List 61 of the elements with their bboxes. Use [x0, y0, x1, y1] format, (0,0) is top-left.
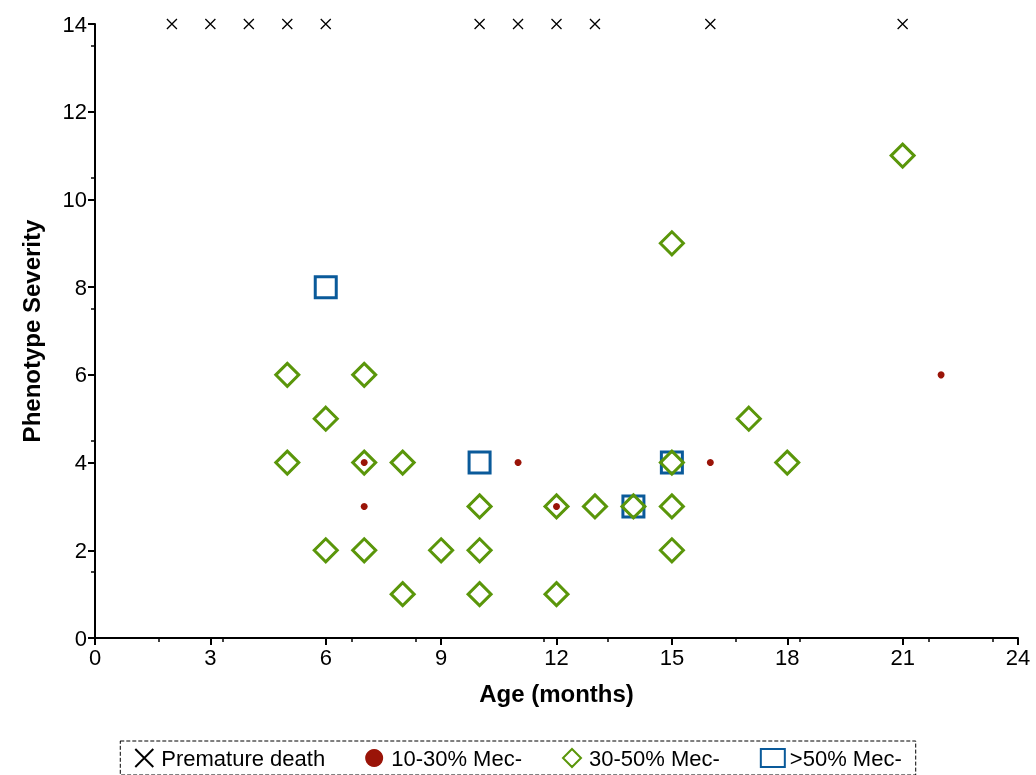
y-tick-label: 12 [62, 99, 87, 125]
x-tick-label: 18 [775, 644, 800, 670]
point [313, 275, 338, 300]
x-tick-label: 9 [435, 644, 448, 670]
point [428, 537, 455, 564]
y-tick-label: 2 [74, 537, 87, 563]
x-tick-label: 12 [544, 644, 569, 670]
point [204, 18, 217, 30]
y-tick-label: 6 [74, 362, 87, 388]
point [351, 537, 378, 564]
point [473, 18, 486, 30]
point [937, 371, 945, 379]
point [658, 537, 685, 564]
point [360, 502, 368, 510]
point [243, 18, 255, 30]
legend-label: >50% Mec- [789, 745, 902, 771]
x-tick-label: 21 [890, 644, 915, 670]
point [389, 581, 416, 608]
point [543, 581, 570, 608]
point [581, 493, 608, 520]
y-tick-label: 14 [62, 11, 87, 37]
legend-label: Premature death [161, 745, 326, 771]
point [543, 493, 570, 520]
point [774, 449, 801, 476]
point [706, 459, 714, 467]
point [466, 537, 493, 564]
legend-label: 10-30% Mec- [391, 745, 523, 771]
point [281, 18, 293, 30]
point [550, 18, 563, 30]
point [735, 405, 762, 432]
point [320, 18, 332, 30]
point [704, 18, 716, 30]
x-tick-label: 6 [319, 644, 332, 670]
point [351, 449, 378, 476]
y-axis-title: Phenotype Severity [17, 218, 45, 443]
y-tick-label: 0 [74, 625, 87, 651]
point [274, 449, 301, 476]
point [512, 18, 524, 30]
point [166, 18, 178, 30]
point [658, 493, 685, 520]
point [312, 537, 339, 564]
x-axis-title: Age (months) [479, 679, 634, 707]
point [514, 459, 522, 467]
point [658, 230, 685, 257]
point [466, 581, 493, 608]
x-tick-label: 24 [1005, 644, 1031, 670]
point [467, 450, 492, 475]
legend-label: 30-50% Mec- [589, 745, 720, 771]
point [312, 405, 339, 432]
y-tick-label: 10 [62, 186, 87, 212]
point [589, 18, 601, 30]
point [389, 449, 416, 476]
y-tick-label: 4 [74, 450, 87, 476]
x-tick-label: 3 [204, 644, 217, 670]
point [889, 142, 916, 169]
point [896, 18, 909, 30]
x-tick-label: 15 [659, 644, 685, 670]
y-tick-label: 8 [74, 274, 87, 300]
point [351, 361, 378, 388]
point [466, 493, 493, 520]
point [274, 361, 301, 388]
